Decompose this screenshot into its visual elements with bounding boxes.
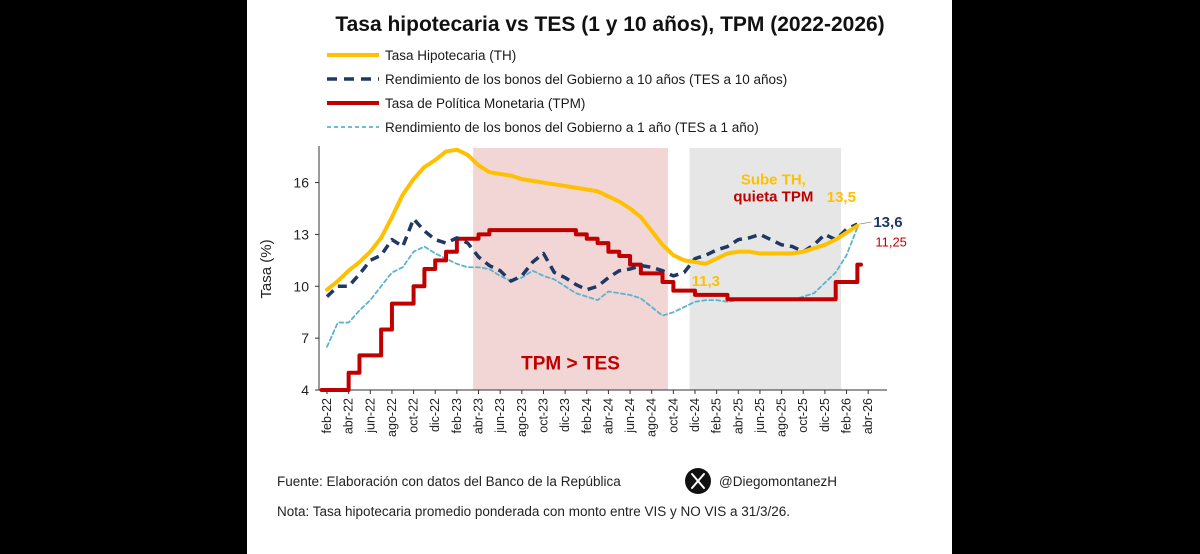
y-axis-label: Tasa (%) bbox=[258, 239, 275, 298]
chart-card: Tasa hipotecaria vs TES (1 y 10 años), T… bbox=[247, 0, 952, 554]
legend: Tasa Hipotecaria (TH) Rendimiento de los… bbox=[327, 48, 787, 135]
x-tick-label: feb-26 bbox=[840, 398, 854, 433]
annotation-th-min: 11,3 bbox=[692, 273, 720, 290]
shaded-region-sube-th bbox=[689, 148, 842, 390]
y-tick-label: 4 bbox=[301, 382, 309, 398]
x-tick-label: feb-25 bbox=[710, 398, 724, 433]
x-tick-label: oct-24 bbox=[666, 398, 680, 433]
x-tick-label: ago-25 bbox=[775, 398, 789, 437]
x-tick-label: oct-25 bbox=[796, 398, 810, 433]
legend-label-tpm: Tasa de Política Monetaria (TPM) bbox=[385, 96, 585, 111]
region-label-tpm-gt-tes: TPM > TES bbox=[521, 353, 620, 374]
x-logo-icon[interactable] bbox=[685, 468, 711, 494]
footer-handle[interactable]: @DiegomontanezH bbox=[719, 474, 837, 489]
series-line-th bbox=[325, 147, 860, 292]
x-tick-label: jun-23 bbox=[493, 398, 507, 434]
region-label-quieta-tpm: quieta TPM bbox=[733, 189, 813, 206]
x-tick-label: jun-25 bbox=[753, 398, 767, 434]
x-ticks: feb-22 abr-22 jun-22 ago-22 oct-22 dic-22 feb-… bbox=[320, 390, 875, 437]
x-tick-label: jun-24 bbox=[623, 398, 637, 434]
y-tick-label: 7 bbox=[301, 330, 309, 346]
x-tick-label: abr-22 bbox=[342, 398, 356, 434]
x-tick-label: ago-24 bbox=[645, 398, 659, 437]
x-tick-label: feb-24 bbox=[580, 398, 594, 433]
chart: Tasa hipotecaria vs TES (1 y 10 años), T… bbox=[258, 13, 907, 519]
x-tick-label: feb-22 bbox=[320, 398, 334, 433]
series-line-tpm bbox=[319, 228, 863, 392]
y-tick-label: 10 bbox=[293, 278, 309, 294]
series-line-tes10 bbox=[325, 217, 859, 298]
x-tick-label: dic-23 bbox=[558, 398, 572, 432]
y-ticks: 4 7 10 13 16 bbox=[293, 175, 319, 398]
annotation-leader-tes10 bbox=[859, 221, 872, 225]
x-tick-label: oct-22 bbox=[407, 398, 421, 433]
legend-label-th: Tasa Hipotecaria (TH) bbox=[385, 48, 516, 63]
x-tick-label: jun-22 bbox=[363, 398, 377, 434]
x-tick-label: dic-25 bbox=[818, 398, 832, 432]
annotation-tes10-last: 13,6 bbox=[873, 214, 902, 231]
x-tick-label: oct-23 bbox=[536, 398, 550, 433]
x-tick-label: feb-23 bbox=[450, 398, 464, 433]
y-tick-label: 16 bbox=[293, 175, 309, 191]
x-tick-label: abr-26 bbox=[861, 398, 875, 434]
footer-note: Nota: Tasa hipotecaria promedio ponderad… bbox=[277, 504, 790, 519]
legend-label-tes1: Rendimiento de los bonos del Gobierno a … bbox=[385, 120, 759, 135]
footer-source: Fuente: Elaboración con datos del Banco … bbox=[277, 474, 621, 489]
x-tick-label: ago-22 bbox=[385, 398, 399, 437]
x-tick-label: abr-23 bbox=[472, 398, 486, 434]
legend-label-tes10: Rendimiento de los bonos del Gobierno a … bbox=[385, 72, 787, 87]
series-layer bbox=[319, 147, 863, 392]
x-tick-label: abr-25 bbox=[731, 398, 745, 434]
region-label-sube-th: Sube TH, bbox=[741, 171, 806, 188]
annotation-tpm-last: 11,25 bbox=[875, 235, 907, 250]
x-tick-label: abr-24 bbox=[601, 398, 615, 434]
y-tick-label: 13 bbox=[293, 226, 309, 242]
x-tick-label: dic-22 bbox=[428, 398, 442, 432]
x-tick-label: ago-23 bbox=[515, 398, 529, 437]
annotation-th-last: 13,5 bbox=[827, 189, 856, 206]
chart-title: Tasa hipotecaria vs TES (1 y 10 años), T… bbox=[335, 13, 884, 36]
x-tick-label: dic-24 bbox=[688, 398, 702, 432]
